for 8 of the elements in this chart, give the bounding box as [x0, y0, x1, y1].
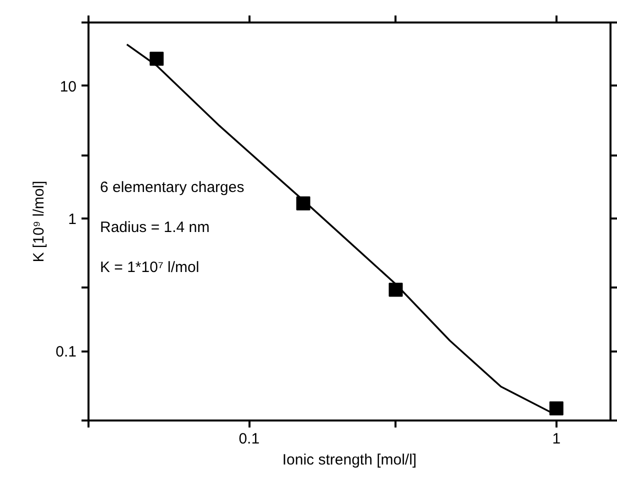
annotation: 6 elementary charges [100, 179, 244, 196]
y-tick-label: 10 [60, 78, 77, 96]
y-tick-label: 0.1 [56, 344, 77, 361]
annotation: K = 1*10⁷ l/mol [100, 258, 200, 276]
x-axis-title: Ionic strength [mol/l] [282, 452, 417, 468]
annotation: Radius = 1.4 nm [100, 218, 210, 236]
y-tick-label: 1 [68, 210, 76, 228]
y-axis-title: K [10⁹ l/mol] [30, 180, 48, 262]
